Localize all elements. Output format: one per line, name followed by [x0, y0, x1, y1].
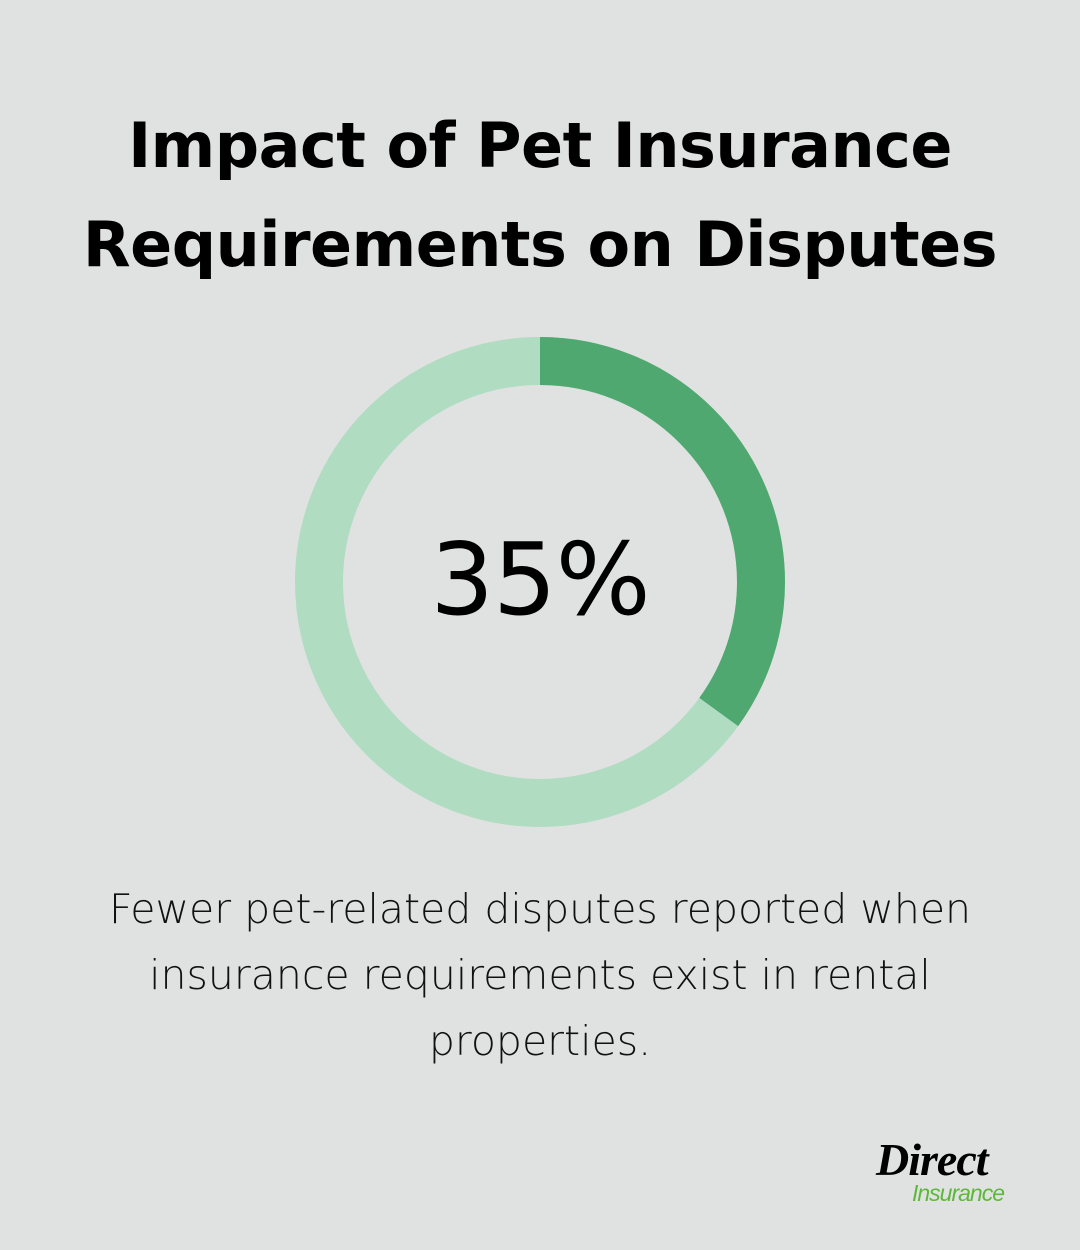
brand-logo: Direct Insurance	[876, 1134, 1036, 1206]
title-line-2: Requirements on Disputes	[82, 208, 998, 281]
caption-line-2: insurance requirements exist in rental	[149, 951, 931, 999]
logo-wordmark-insurance: Insurance	[912, 1180, 1005, 1206]
caption-line-3: properties.	[428, 1017, 652, 1065]
caption-line-1: Fewer pet-related disputes reported when	[108, 885, 972, 933]
logo-wordmark-direct: Direct	[876, 1134, 989, 1185]
page-title: Impact of Pet Insurance Requirements on …	[0, 96, 1080, 294]
donut-chart: 35%	[295, 337, 785, 827]
donut-filled-segment	[295, 337, 785, 827]
donut-ring	[295, 337, 785, 827]
title-line-1: Impact of Pet Insurance	[128, 109, 952, 182]
chart-caption: Fewer pet-related disputes reported when…	[60, 876, 1020, 1074]
donut-center-value: 35%	[430, 520, 650, 638]
